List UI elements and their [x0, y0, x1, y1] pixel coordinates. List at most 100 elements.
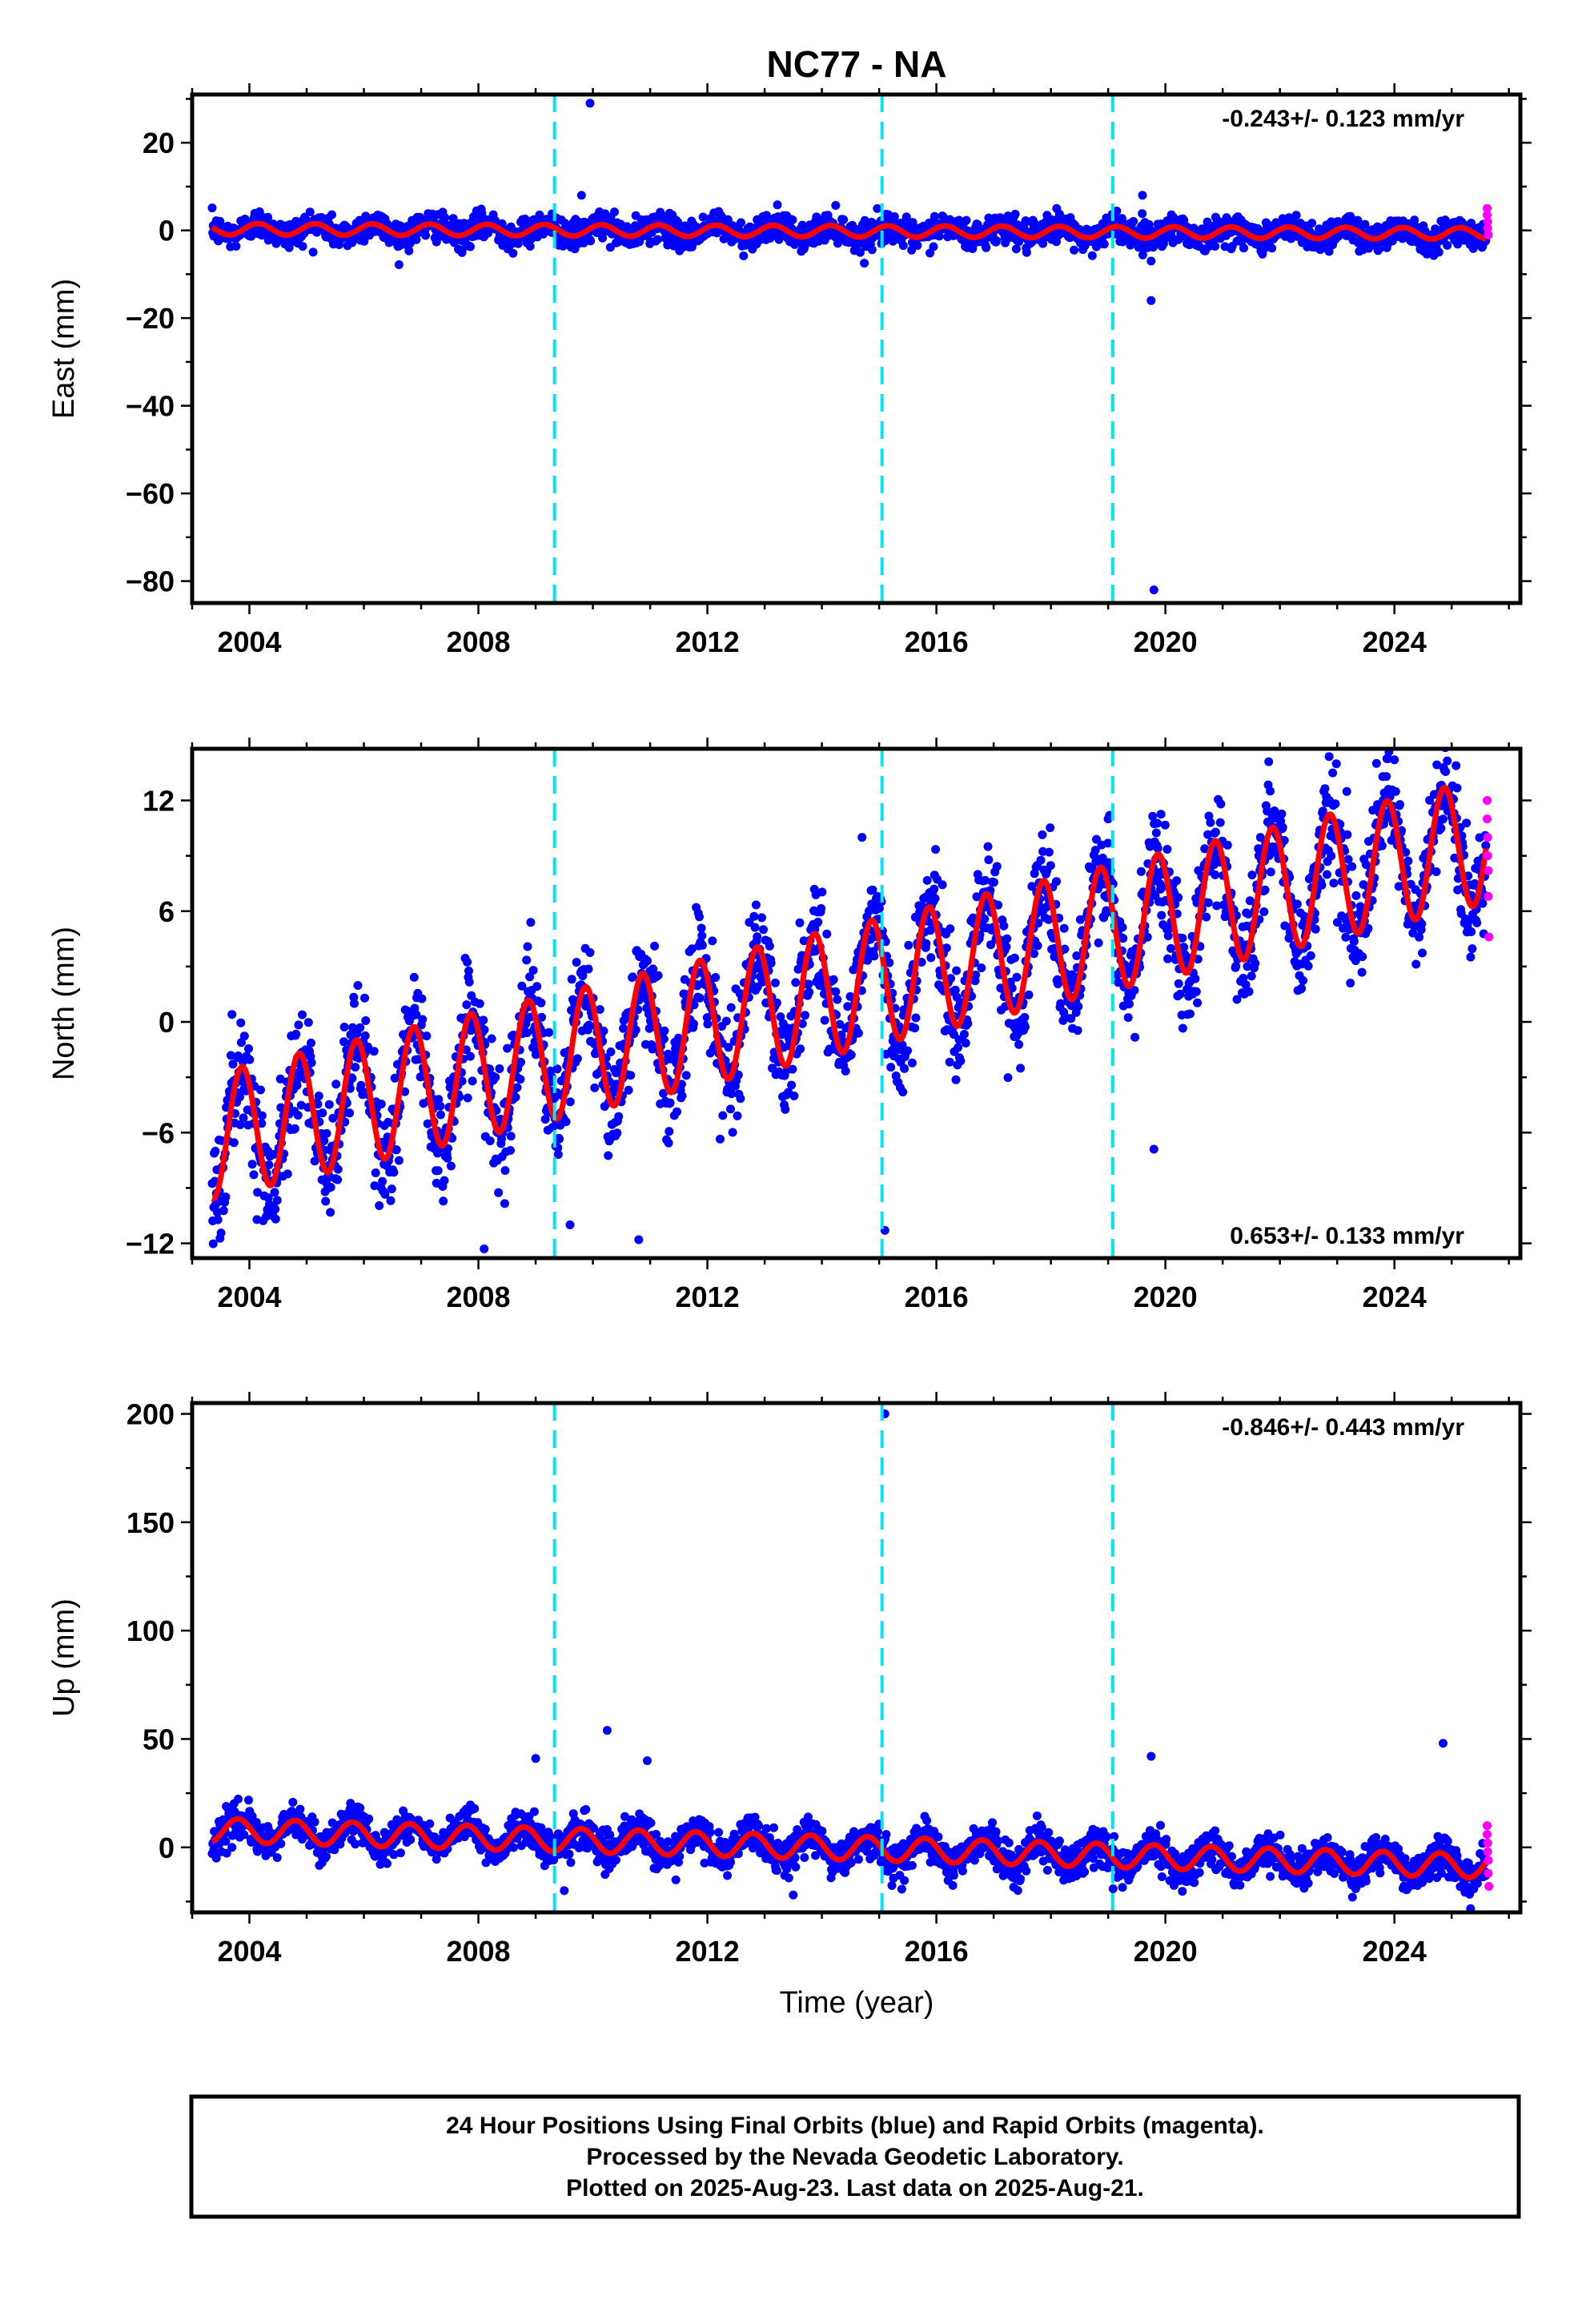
data-point — [219, 1206, 228, 1216]
data-point — [697, 940, 707, 950]
data-point — [555, 1134, 564, 1144]
data-point — [873, 203, 882, 213]
data-point — [1324, 247, 1334, 256]
data-point — [1211, 870, 1220, 879]
data-point — [356, 1080, 366, 1090]
data-point — [689, 1019, 698, 1028]
data-point — [463, 1093, 472, 1103]
data-point — [1299, 975, 1308, 985]
data-point — [448, 214, 458, 223]
data-point — [1053, 979, 1062, 988]
data-point — [736, 1094, 745, 1104]
data-point — [1443, 756, 1452, 766]
data-point — [1239, 243, 1248, 253]
data-point — [1324, 752, 1334, 762]
data-point — [440, 1176, 449, 1185]
data-point — [333, 1175, 343, 1184]
data-point — [831, 201, 841, 210]
data-point — [961, 1039, 970, 1047]
data-point — [718, 1111, 728, 1120]
data-point — [466, 242, 475, 251]
model-curve — [211, 220, 1487, 242]
data-point — [1157, 911, 1166, 920]
data-point — [353, 981, 363, 990]
data-point — [1327, 851, 1336, 861]
data-point — [322, 1128, 331, 1138]
data-point — [926, 953, 936, 963]
data-point — [434, 1095, 444, 1104]
data-point — [1099, 239, 1109, 249]
data-point — [765, 941, 774, 951]
data-point — [422, 1031, 432, 1041]
data-point — [318, 1108, 327, 1118]
data-point — [751, 900, 761, 910]
data-point — [272, 1196, 282, 1205]
data-point — [1118, 923, 1127, 932]
data-point — [1278, 822, 1287, 832]
data-point — [249, 1170, 259, 1180]
data-point — [1125, 999, 1134, 1009]
data-point — [904, 940, 913, 950]
x-tick-label: 2016 — [905, 625, 969, 658]
y-tick-label: −20 — [126, 302, 175, 335]
data-point — [1012, 972, 1022, 982]
data-point — [697, 923, 706, 933]
data-point — [1347, 862, 1357, 871]
data-point — [328, 1113, 338, 1123]
data-point — [1193, 998, 1203, 1007]
data-point — [491, 1072, 500, 1082]
data-point — [1311, 924, 1320, 934]
data-point — [1016, 1063, 1026, 1073]
data-point — [817, 887, 827, 897]
data-point — [1206, 818, 1215, 827]
data-point — [475, 999, 484, 1008]
data-point — [421, 231, 431, 240]
data-point — [378, 1176, 387, 1186]
data-point — [371, 1168, 380, 1177]
data-point — [500, 1199, 509, 1208]
data-point — [525, 242, 535, 251]
data-point — [1038, 830, 1047, 839]
data-point — [841, 1067, 850, 1076]
data-point — [929, 242, 938, 251]
x-tick-label: 2020 — [1134, 625, 1198, 658]
data-point — [817, 904, 826, 913]
data-point — [1156, 810, 1166, 819]
y-tick-label: 20 — [143, 127, 175, 159]
data-point — [327, 210, 336, 219]
data-point — [624, 1085, 633, 1095]
data-point — [231, 242, 241, 251]
data-point — [1010, 953, 1019, 963]
data-point — [1358, 952, 1367, 962]
data-point — [934, 231, 944, 241]
data-point — [565, 1097, 575, 1107]
data-point — [436, 1110, 445, 1120]
data-point — [412, 1010, 421, 1019]
velocity-label: -0.243+/- 0.123 mm/yr — [1222, 106, 1464, 132]
data-point — [1186, 1009, 1195, 1019]
data-point — [1046, 823, 1055, 833]
data-point — [275, 1074, 285, 1084]
data-point — [1216, 799, 1226, 809]
data-point — [739, 251, 749, 260]
data-point — [1163, 954, 1173, 963]
data-point — [962, 215, 971, 225]
data-point — [1052, 877, 1061, 887]
data-point — [900, 1063, 909, 1073]
data-point — [1328, 768, 1338, 778]
data-point — [1472, 918, 1482, 927]
data-point — [650, 941, 660, 951]
data-point — [1070, 245, 1079, 255]
data-point — [726, 1003, 736, 1012]
data-point — [1434, 247, 1443, 257]
data-point — [1467, 927, 1476, 936]
data-point — [239, 1031, 249, 1041]
data-point — [516, 1075, 525, 1084]
data-point — [1266, 867, 1275, 877]
data-point — [921, 939, 931, 948]
data-point — [257, 1119, 267, 1128]
data-point — [1160, 820, 1170, 830]
data-point — [1074, 1002, 1083, 1011]
data-point — [436, 1101, 445, 1111]
